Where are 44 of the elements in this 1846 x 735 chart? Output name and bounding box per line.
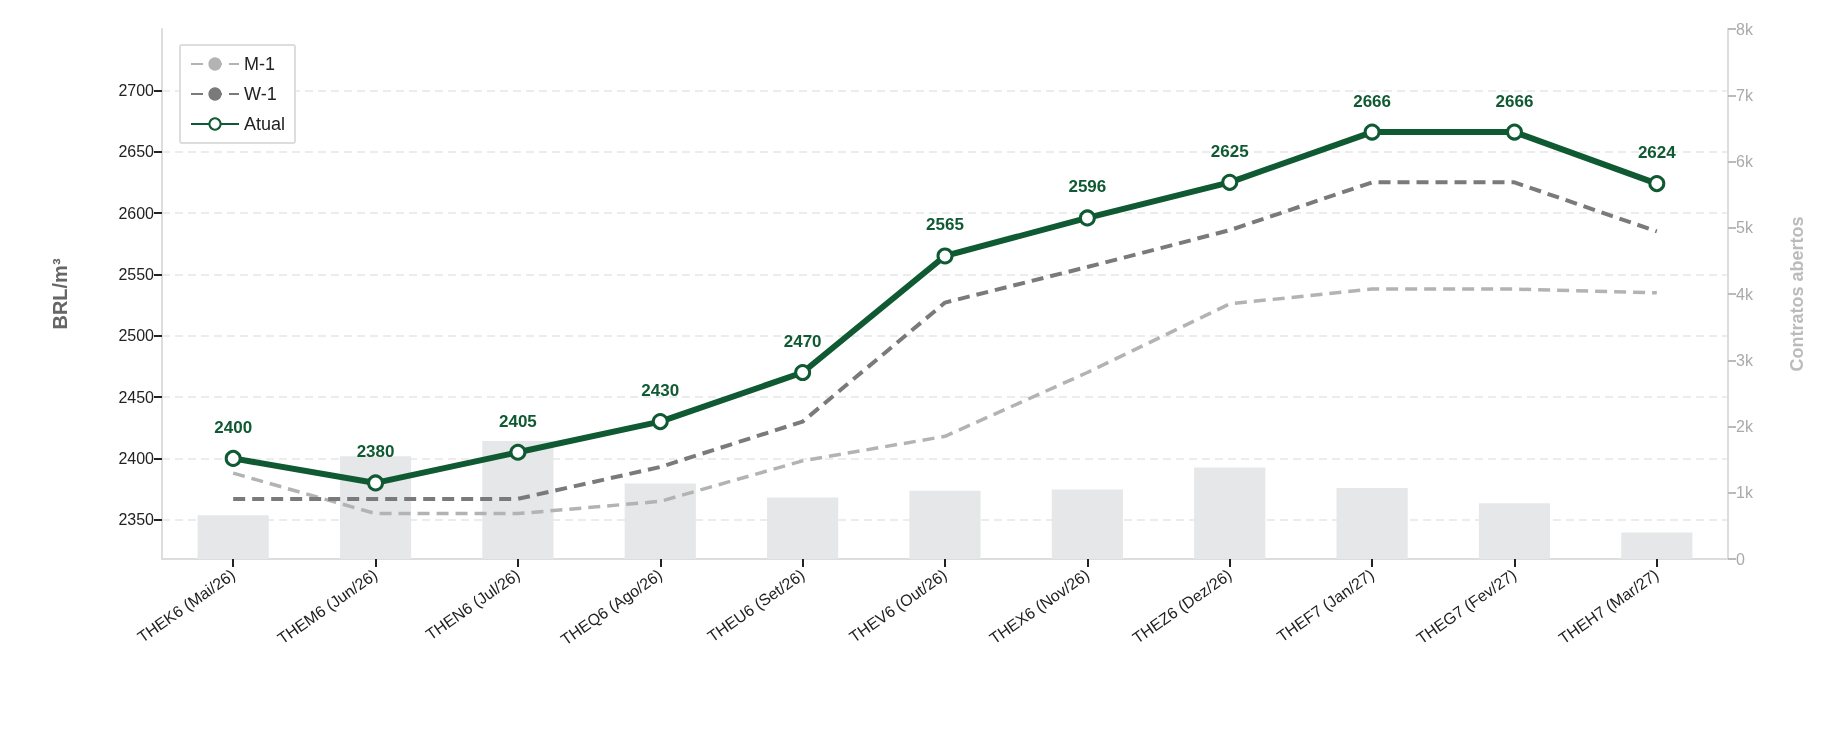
y2-tick-label: 0 bbox=[1736, 550, 1745, 568]
y2-tick-label: 5k bbox=[1736, 219, 1754, 237]
point bbox=[367, 474, 385, 492]
y-tick-label: 2500 bbox=[118, 327, 155, 345]
y2-tick-label: 8k bbox=[1736, 20, 1754, 38]
legend-label: W-1 bbox=[244, 84, 277, 104]
data-label: 2400 bbox=[214, 417, 253, 437]
legend-label: M-1 bbox=[244, 54, 275, 74]
y2-tick-label: 4k bbox=[1736, 285, 1754, 303]
point bbox=[224, 449, 242, 467]
y2-tick-label: 2k bbox=[1736, 418, 1754, 435]
data-label: 2666 bbox=[1353, 91, 1392, 111]
y2-tick-label: 1k bbox=[1736, 484, 1754, 502]
y-tick-label: 2450 bbox=[118, 388, 155, 406]
data-label: 2666 bbox=[1495, 91, 1534, 111]
data-label: 2565 bbox=[926, 215, 964, 235]
y-tick-label: 2400 bbox=[118, 449, 155, 467]
point bbox=[1363, 123, 1381, 141]
y-tick-label: 2350 bbox=[118, 511, 155, 529]
data-label: 2430 bbox=[641, 381, 680, 401]
data-label: 2625 bbox=[1210, 141, 1249, 161]
y2-tick-label: 6k bbox=[1736, 153, 1754, 170]
y2-tick-label: 7k bbox=[1736, 86, 1754, 104]
data-label: 2596 bbox=[1068, 177, 1107, 197]
y-tick-label: 2600 bbox=[118, 204, 155, 222]
point bbox=[1078, 209, 1096, 227]
point bbox=[1648, 175, 1666, 193]
y-tick-label: 2650 bbox=[118, 143, 155, 161]
data-label: 2405 bbox=[499, 411, 537, 431]
data-label: 2624 bbox=[1637, 143, 1677, 163]
point bbox=[651, 413, 669, 431]
y-tick-label: 2550 bbox=[118, 265, 155, 283]
data-label: 2470 bbox=[783, 332, 822, 352]
legend-label: Atual bbox=[244, 114, 286, 134]
y2-tick-label: 3k bbox=[1736, 351, 1754, 369]
point bbox=[936, 247, 954, 265]
y2-axis-title: Contratos abertos bbox=[1787, 216, 1807, 372]
y-tick-label: 2700 bbox=[118, 81, 155, 99]
point bbox=[1221, 173, 1239, 191]
y-axis-title: BRL/m³ bbox=[49, 258, 71, 330]
point bbox=[509, 443, 527, 461]
point bbox=[1505, 123, 1523, 141]
point bbox=[794, 364, 812, 382]
data-label: 2380 bbox=[356, 442, 395, 462]
